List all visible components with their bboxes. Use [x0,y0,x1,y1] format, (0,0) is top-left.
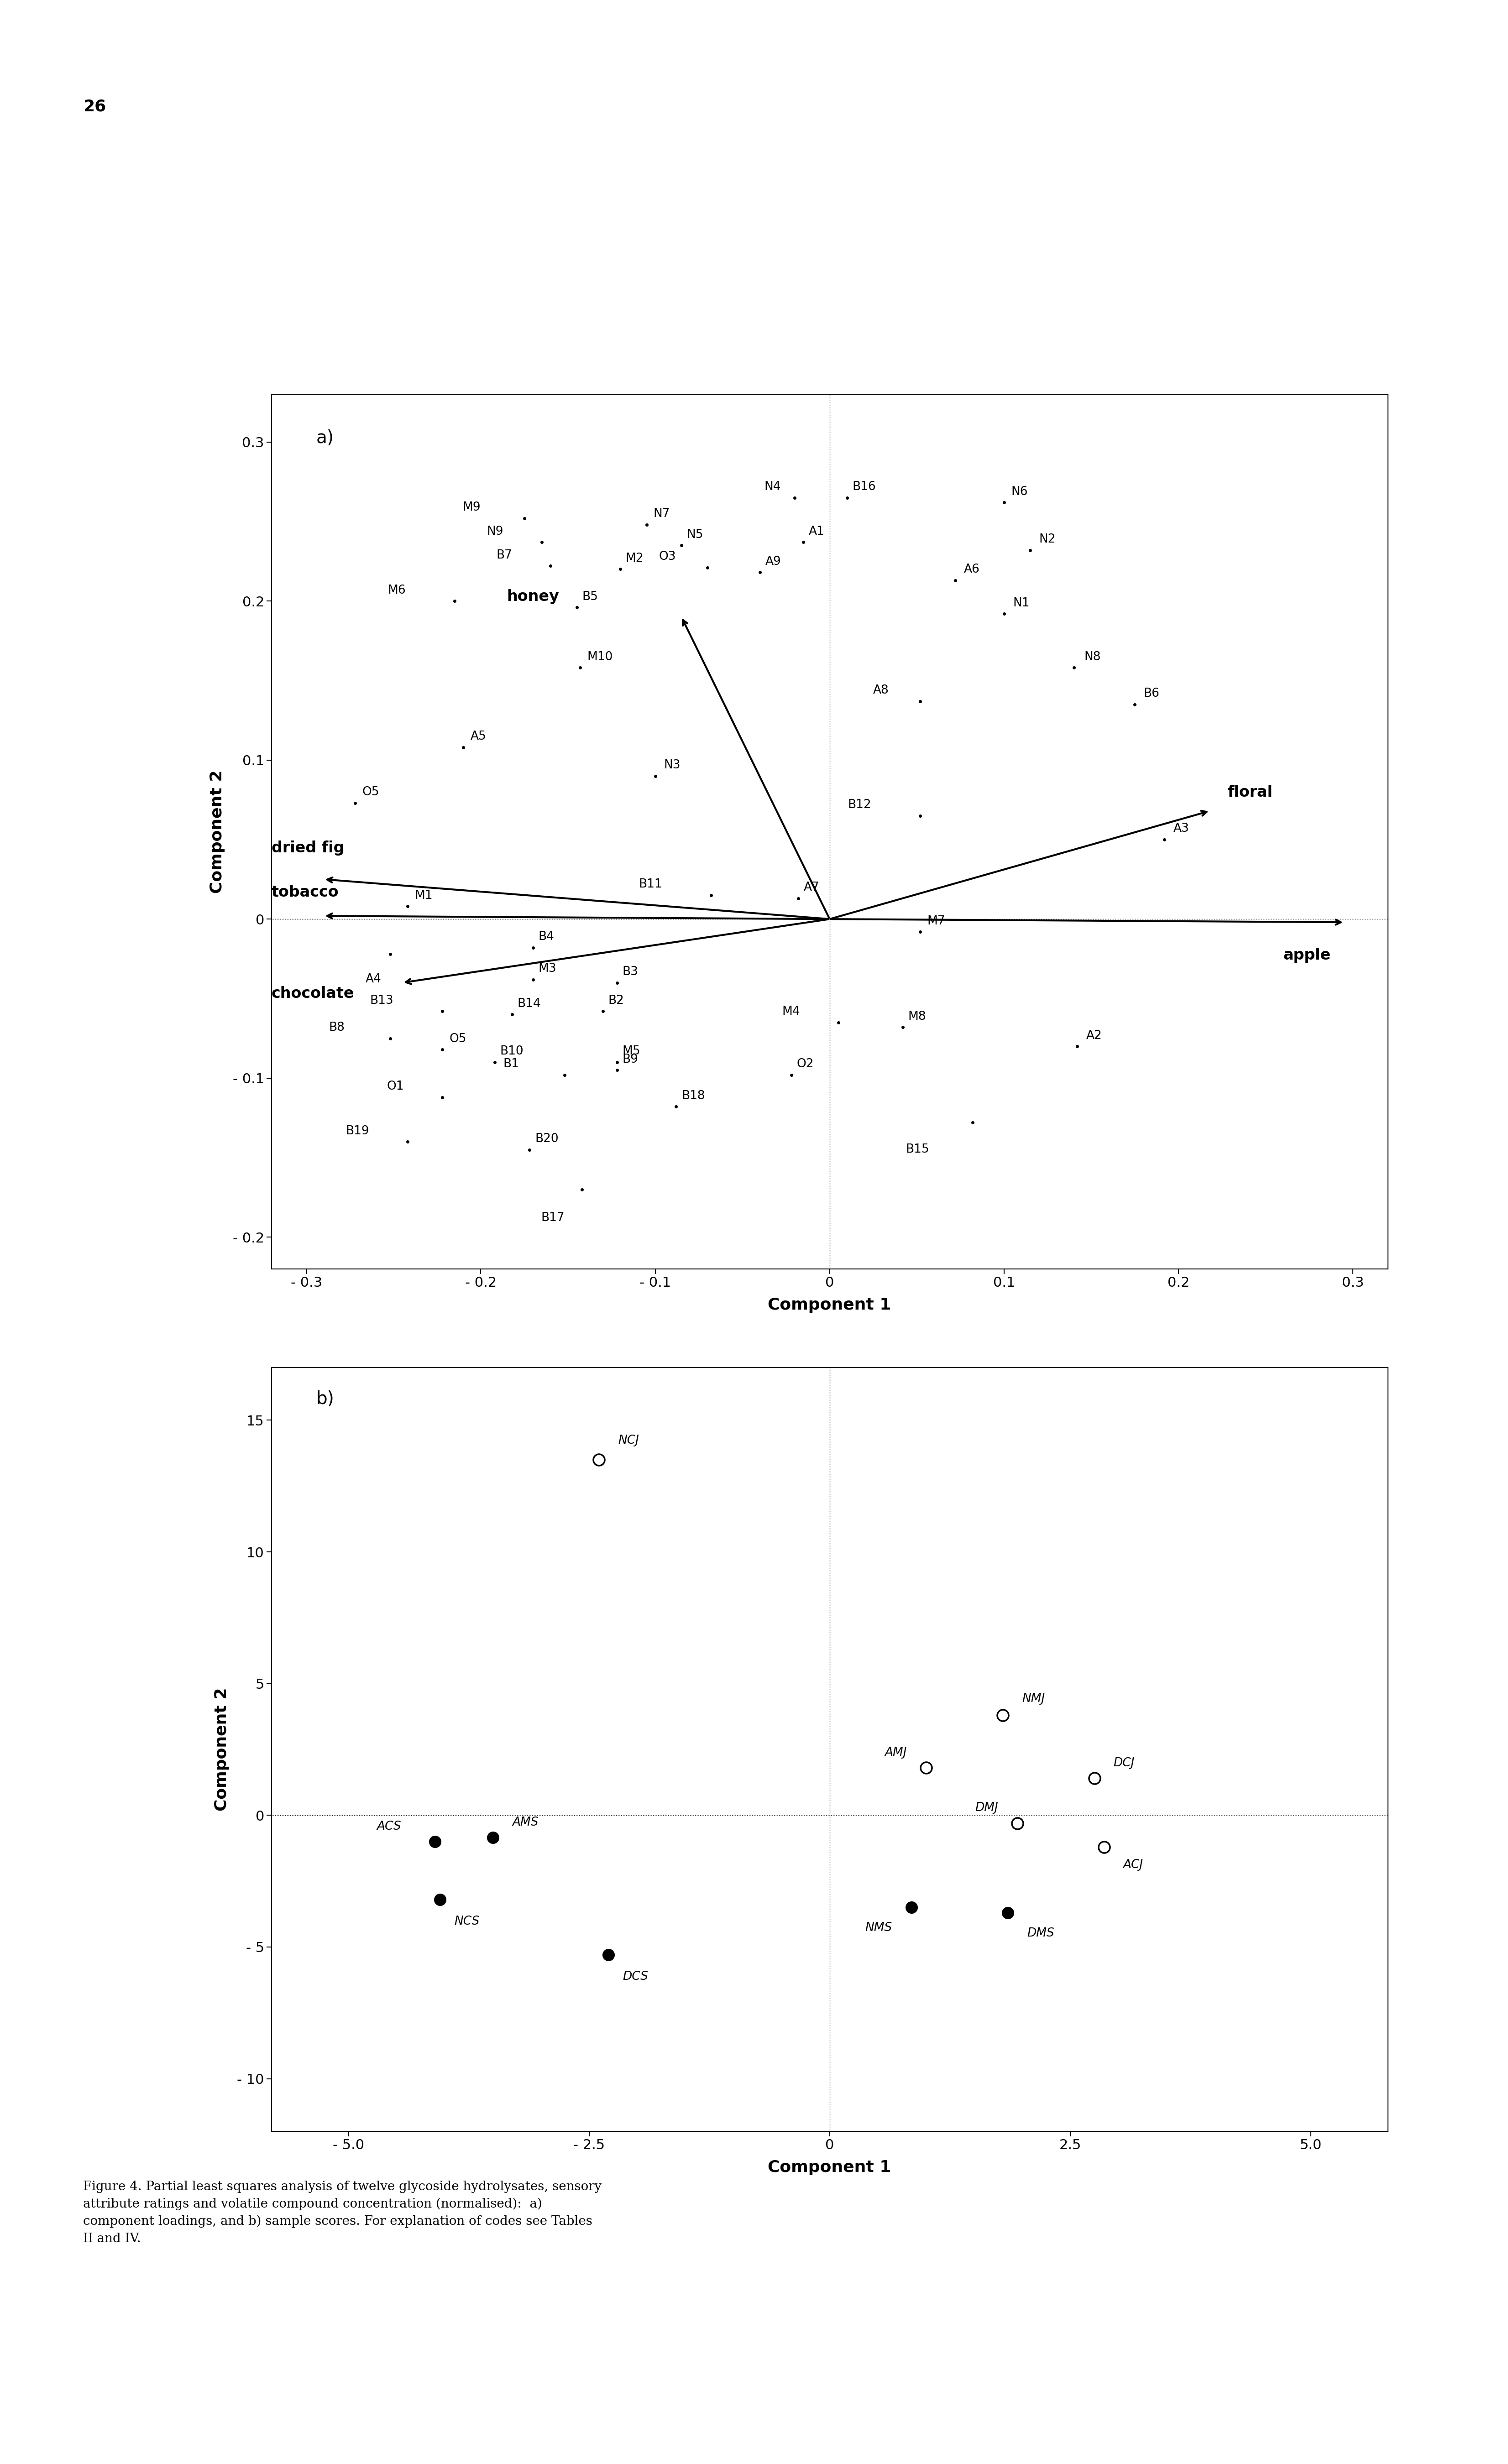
Text: B1: B1 [504,1060,519,1069]
Text: B20: B20 [535,1133,558,1146]
Text: honey: honey [507,589,559,604]
Text: B16: B16 [852,480,876,493]
Text: A7: A7 [804,882,819,894]
Text: M10: M10 [587,650,612,663]
Y-axis label: Component 2: Component 2 [214,1688,229,1811]
Text: NMS: NMS [866,1922,891,1934]
Text: NCJ: NCJ [618,1434,639,1446]
Text: B18: B18 [682,1089,704,1101]
Text: B3: B3 [621,966,638,978]
Text: A9: A9 [765,557,781,567]
Text: N8: N8 [1084,650,1101,663]
Text: N2: N2 [1039,535,1056,545]
Text: M6: M6 [388,584,406,596]
Text: M2: M2 [626,552,644,564]
Text: B17: B17 [541,1212,564,1225]
Text: ACS: ACS [377,1821,401,1833]
Y-axis label: Component 2: Component 2 [210,769,225,894]
Text: B9: B9 [621,1055,638,1064]
Text: O2: O2 [796,1060,813,1069]
Text: M5: M5 [621,1045,639,1057]
Text: 26: 26 [83,99,106,113]
Text: M4: M4 [781,1005,799,1018]
Text: N4: N4 [765,480,781,493]
Text: A2: A2 [1086,1030,1101,1042]
X-axis label: Component 1: Component 1 [768,2158,891,2176]
Text: B7: B7 [496,549,513,562]
Text: AMJ: AMJ [884,1747,906,1759]
X-axis label: Component 1: Component 1 [768,1296,891,1313]
Text: M9: M9 [463,503,481,513]
Text: N5: N5 [686,530,703,540]
Text: B10: B10 [499,1045,523,1057]
Text: A1: A1 [808,525,825,537]
Text: DCS: DCS [623,1971,648,1984]
Text: B11: B11 [638,880,662,890]
Text: NCS: NCS [454,1915,480,1927]
Text: N7: N7 [653,508,670,520]
Text: A6: A6 [964,564,980,577]
Text: B2: B2 [608,995,624,1005]
Text: B19: B19 [345,1126,369,1136]
Text: chocolate: chocolate [271,986,354,1000]
Text: A5: A5 [470,732,486,742]
Text: tobacco: tobacco [271,885,339,899]
Text: dried fig: dried fig [271,840,344,855]
Text: B6: B6 [1143,687,1160,700]
Text: N6: N6 [1010,485,1027,498]
Text: O1: O1 [388,1082,404,1092]
Text: b): b) [317,1390,335,1407]
Text: O5: O5 [362,786,379,798]
Text: ACJ: ACJ [1123,1858,1143,1870]
Text: A4: A4 [365,973,382,986]
Text: M7: M7 [927,914,946,926]
Text: M3: M3 [538,963,556,976]
Text: DMJ: DMJ [974,1801,998,1814]
Text: O3: O3 [659,552,676,562]
Text: Figure 4. Partial least squares analysis of twelve glycoside hydrolysates, senso: Figure 4. Partial least squares analysis… [83,2181,602,2245]
Text: apple: apple [1283,949,1330,963]
Text: B12: B12 [847,798,872,811]
Text: DCJ: DCJ [1113,1757,1134,1769]
Text: N3: N3 [664,759,680,771]
Text: NMJ: NMJ [1022,1693,1045,1705]
Text: B5: B5 [582,591,597,604]
Text: AMS: AMS [511,1816,538,1828]
Text: M8: M8 [908,1010,926,1023]
Text: B4: B4 [538,931,553,944]
Text: B8: B8 [329,1023,345,1032]
Text: N9: N9 [487,525,504,537]
Text: B13: B13 [369,995,394,1005]
Text: M1: M1 [415,890,433,902]
Text: a): a) [317,429,333,446]
Text: DMS: DMS [1027,1927,1054,1939]
Text: A8: A8 [873,685,888,697]
Text: floral: floral [1228,784,1273,801]
Text: A3: A3 [1173,823,1188,835]
Text: B15: B15 [905,1143,929,1156]
Text: N1: N1 [1012,596,1028,609]
Text: B14: B14 [517,998,541,1010]
Text: O5: O5 [449,1032,466,1045]
